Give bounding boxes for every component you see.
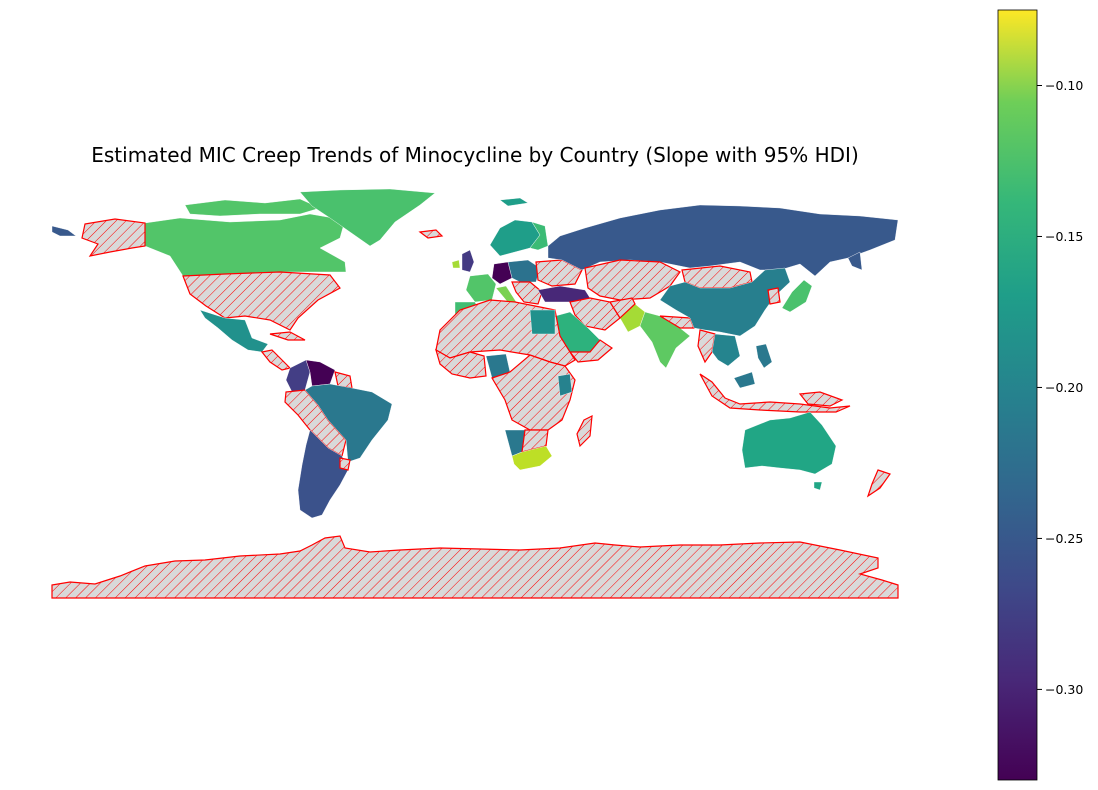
region-brazil [304,383,393,463]
region-central-africa [491,354,576,431]
region-south-africa [511,445,553,471]
region-chukotka-west [51,225,77,237]
region-india [639,311,691,369]
region-west-africa [435,348,487,379]
region-germany [491,261,513,285]
colorbar-tick-label: −0.15 [1045,229,1083,244]
region-svalbard [499,197,529,207]
colorbar-tick-label: −0.25 [1045,531,1083,546]
region-indonesia [699,373,851,413]
region-kamchatka [847,251,863,271]
region-arabia-south [568,339,613,363]
region-antarctica [51,535,899,599]
region-iran [569,297,621,331]
region-uruguay [339,457,351,471]
region-central-america [260,349,292,371]
region-finland [529,221,549,251]
region-horn-of-africa [557,373,573,397]
colorbar-tick-label: −0.30 [1045,682,1083,697]
region-egypt-libya [529,309,556,335]
region-cuba [269,331,306,341]
region-papua [798,391,844,407]
region-new-zealand [866,469,891,498]
region-iceland [418,229,444,239]
region-venezuela [305,359,336,387]
region-balkans [511,281,543,305]
region-colombia [285,359,311,393]
region-central-asia [584,259,681,301]
region-united-kingdom [461,249,475,273]
region-thailand-vietnam [711,333,741,367]
region-alaska [81,218,146,257]
region-madagascar [576,414,593,448]
region-central-europe [507,259,541,283]
region-korea [767,287,781,305]
region-afghanistan [609,297,636,319]
region-norway-sweden [489,219,541,257]
region-canada [144,213,347,277]
region-tasmania [813,481,823,491]
colorbar-tick-label: −0.10 [1045,78,1083,93]
region-philippines [755,343,773,369]
colorbar-ticks: −0.10 −0.15 −0.20 −0.25 −0.30 [1037,78,1083,697]
colorbar: −0.10 −0.15 −0.20 −0.25 −0.30 [997,9,1083,781]
region-malaysia [733,371,756,389]
region-france [465,273,497,303]
colorbar-tick-label: −0.20 [1045,380,1083,395]
region-japan [781,279,813,313]
region-ireland [451,259,461,269]
region-canada-arctic [184,198,321,217]
region-australia [741,411,837,475]
world-map [51,188,899,599]
region-myanmar [697,329,716,364]
region-united-states [182,271,341,331]
region-greenland [299,188,436,247]
region-china [659,267,791,337]
colorbar-gradient [997,9,1038,781]
region-argentina [297,429,349,519]
map-title: Estimated MIC Creep Trends of Minocyclin… [91,143,859,167]
